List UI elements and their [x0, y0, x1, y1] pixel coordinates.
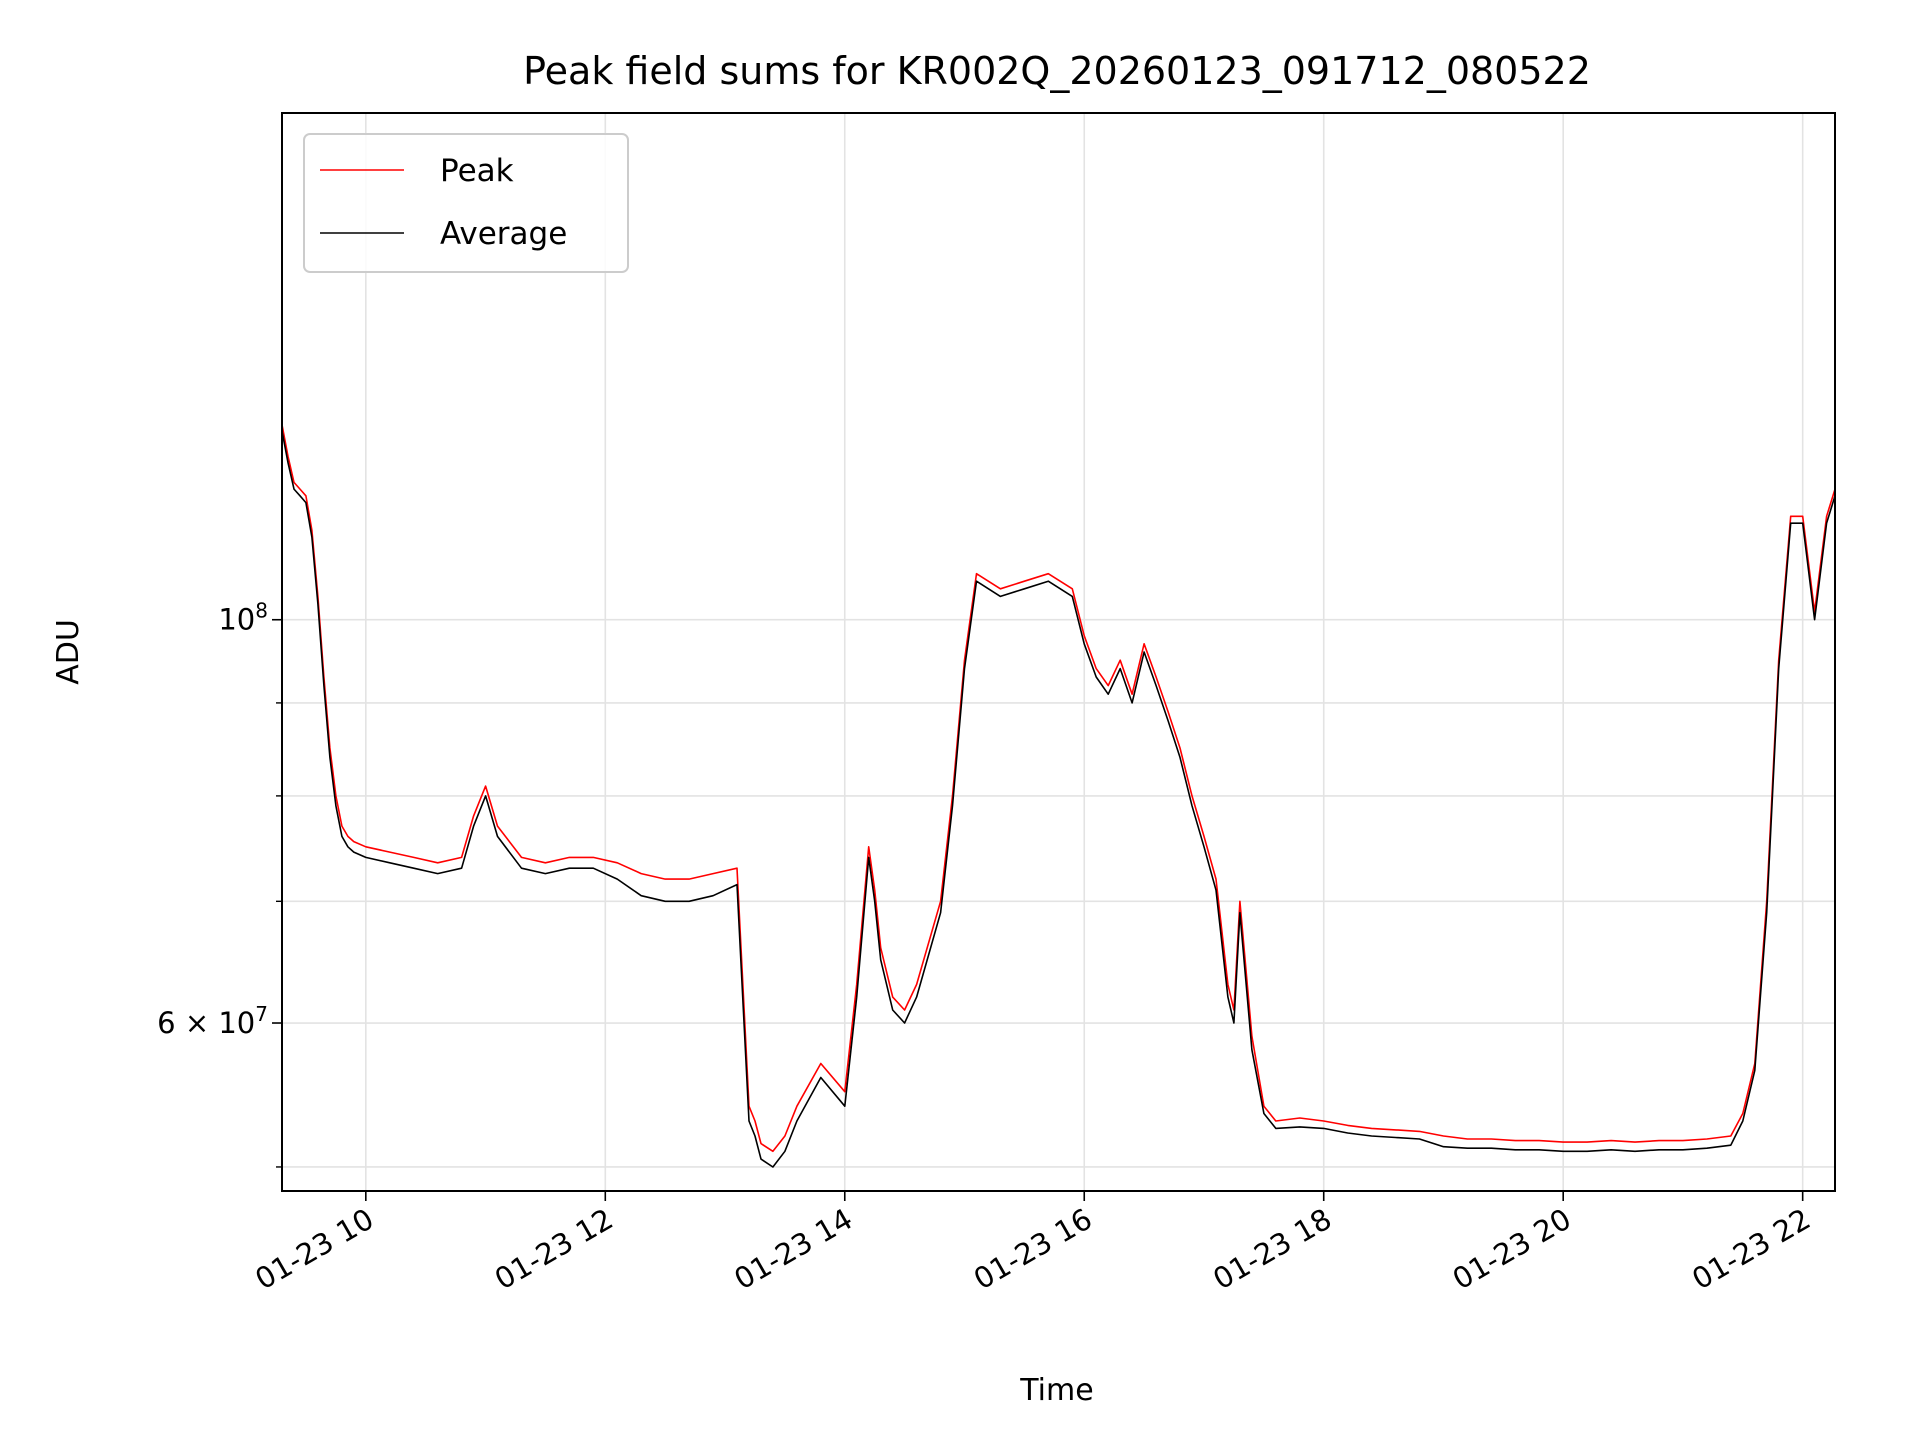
grid: [282, 113, 1835, 1191]
plot-frame: [281, 112, 1836, 1192]
legend: Peak Average: [303, 133, 629, 273]
y-tick-label: 108: [218, 599, 268, 637]
chart-title: Peak field sums for KR002Q_20260123_0917…: [523, 49, 1591, 93]
series-line-average: [281, 430, 1836, 1168]
y-axis-label: ADU: [51, 619, 86, 685]
plot-series: [281, 424, 1836, 1168]
series-line-peak: [281, 424, 1836, 1153]
y-tick-label: 6 × 107: [157, 1002, 268, 1040]
legend-box: [303, 133, 629, 273]
legend-label-average: Average: [440, 216, 567, 252]
x-axis-label: Time: [1019, 1373, 1093, 1408]
legend-label-peak: Peak: [440, 153, 514, 189]
